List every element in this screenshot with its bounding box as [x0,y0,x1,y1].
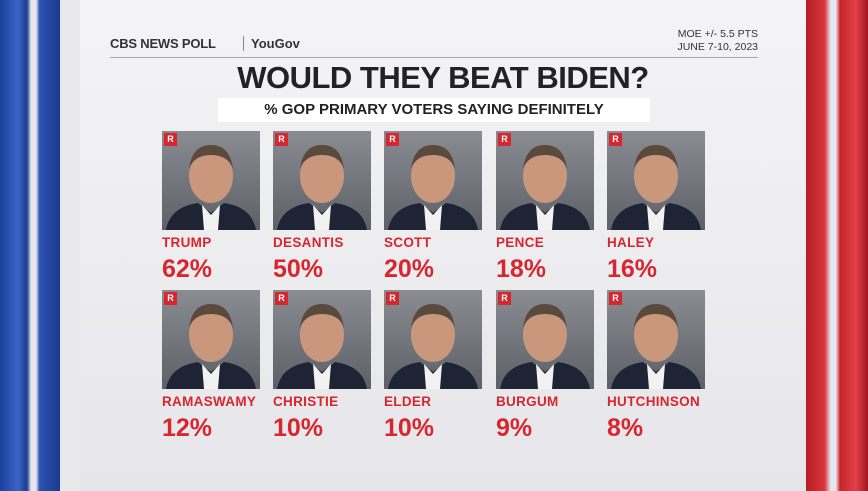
portrait [611,304,701,389]
party-badge: R [164,292,177,305]
shirt [536,205,554,230]
red-stripes [806,0,868,491]
shirt [647,205,665,230]
hair [634,145,678,169]
hair [300,304,344,328]
party-badge: R [498,292,511,305]
face [523,308,567,362]
hair [189,304,233,328]
candidate-photo: R [162,290,260,389]
party-badge: R [386,292,399,305]
candidate-percent: 10% [384,414,435,442]
candidate-name: HUTCHINSON [607,394,700,409]
portrait [277,145,367,230]
shirt [536,364,554,389]
panel [80,0,806,491]
candidate-photo: R [496,290,594,389]
party-badge: R [386,133,399,146]
margin-of-error: MOE +/- 5.5 PTS [677,28,758,40]
candidate-percent: 20% [384,255,435,283]
candidate-name: SCOTT [384,235,432,250]
candidate-photo: R [273,290,371,389]
face [523,149,567,203]
portrait [500,304,590,389]
party-badge: R [164,133,177,146]
candidate-name: HALEY [607,235,655,250]
candidate-photo: R [384,131,482,230]
candidate-percent: 12% [162,414,213,442]
portrait [166,145,256,230]
shirt [202,205,220,230]
candidate-percent: 50% [273,255,324,283]
candidate-percent: 8% [607,414,644,442]
face [634,308,678,362]
candidate-percent: 16% [607,255,658,283]
candidate-percent: 10% [273,414,324,442]
candidate-name: PENCE [496,235,545,250]
party-badge: R [275,292,288,305]
shirt [424,364,442,389]
blue-stripes [0,0,60,491]
shirt [647,364,665,389]
portrait [277,304,367,389]
hair [411,304,455,328]
candidate-photo: R [607,131,705,230]
shirt [202,364,220,389]
hair [300,145,344,169]
hair [634,304,678,328]
candidate-name: CHRISTIE [273,394,339,409]
candidate-percent: 18% [496,255,547,283]
candidate-percent: 62% [162,255,213,283]
portrait [388,304,478,389]
portrait [500,145,590,230]
poll-dates: JUNE 7-10, 2023 [677,41,758,53]
candidate-photo: R [273,131,371,230]
portrait [388,145,478,230]
candidate-name: ELDER [384,394,432,409]
candidate-percent: 9% [496,414,533,442]
candidate-photo: R [496,131,594,230]
face [300,149,344,203]
shirt [313,364,331,389]
hair [523,304,567,328]
portrait [166,304,256,389]
hair [189,145,233,169]
title: WOULD THEY BEAT BIDEN? [237,60,649,95]
candidate-name: DESANTIS [273,235,344,250]
face [411,308,455,362]
subtitle: % GOP PRIMARY VOTERS SAYING DEFINITELY [218,98,650,122]
face [189,149,233,203]
shirt [313,205,331,230]
candidate-photo: R [162,131,260,230]
candidate-photo: R [607,290,705,389]
party-badge: R [609,133,622,146]
candidate-photo: R [384,290,482,389]
party-badge: R [498,133,511,146]
hair [411,145,455,169]
face [634,149,678,203]
hair [523,145,567,169]
party-badge: R [609,292,622,305]
candidate-name: BURGUM [496,394,559,409]
face [411,149,455,203]
partner-logo: YouGov [243,36,300,51]
candidate-name: RAMASWAMY [162,394,257,409]
face [300,308,344,362]
logo: CBS NEWS POLL [110,36,216,51]
face [189,308,233,362]
portrait [611,145,701,230]
party-badge: R [275,133,288,146]
divider [110,57,758,58]
candidate-name: TRUMP [162,235,212,250]
shirt [424,205,442,230]
